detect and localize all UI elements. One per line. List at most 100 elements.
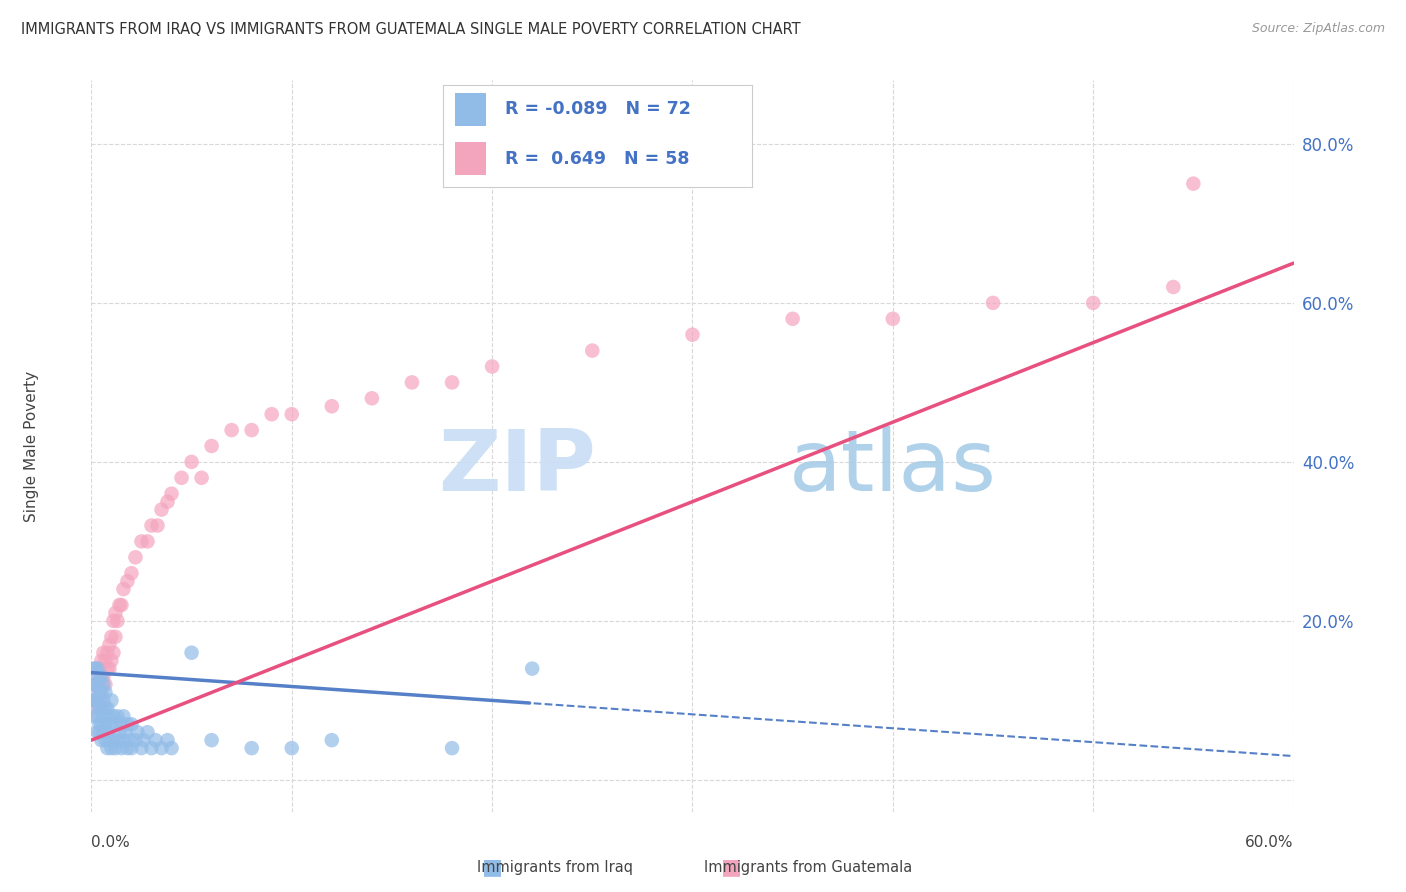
- Point: [141, 741, 163, 756]
- Point: [150, 741, 173, 756]
- Point: [581, 343, 603, 358]
- Point: [146, 518, 169, 533]
- Point: [89, 669, 111, 683]
- Point: [100, 717, 122, 731]
- Point: [321, 399, 343, 413]
- Text: 60.0%: 60.0%: [1246, 836, 1294, 850]
- Point: [103, 646, 125, 660]
- Point: [90, 654, 112, 668]
- Point: [93, 669, 115, 683]
- Point: [117, 717, 139, 731]
- Point: [107, 733, 129, 747]
- Point: [440, 741, 463, 756]
- Bar: [456, 142, 486, 175]
- Point: [96, 701, 118, 715]
- Point: [96, 741, 118, 756]
- Point: [201, 733, 224, 747]
- Point: [84, 693, 107, 707]
- Point: [108, 598, 131, 612]
- Point: [132, 733, 155, 747]
- Point: [82, 693, 104, 707]
- Point: [100, 741, 122, 756]
- Point: [180, 646, 202, 660]
- Point: [84, 701, 107, 715]
- Point: [141, 518, 163, 533]
- Point: [82, 662, 104, 676]
- Point: [221, 423, 243, 437]
- Point: [681, 327, 703, 342]
- Point: [93, 709, 115, 723]
- Point: [84, 709, 107, 723]
- Point: [89, 701, 111, 715]
- Point: [108, 725, 131, 739]
- Point: [100, 654, 122, 668]
- Point: [89, 685, 111, 699]
- Point: [127, 725, 149, 739]
- Point: [522, 662, 544, 676]
- Point: [110, 717, 132, 731]
- Point: [882, 311, 904, 326]
- Point: [89, 717, 111, 731]
- Point: [89, 685, 111, 699]
- Text: ■: ■: [482, 857, 502, 877]
- Point: [90, 701, 112, 715]
- Point: [440, 376, 463, 390]
- Point: [160, 741, 183, 756]
- Text: ZIP: ZIP: [439, 426, 596, 509]
- Point: [156, 494, 179, 508]
- Point: [86, 725, 108, 739]
- Point: [104, 606, 127, 620]
- Point: [98, 662, 121, 676]
- Text: Immigrants from Iraq: Immigrants from Iraq: [478, 860, 633, 874]
- Point: [1083, 296, 1105, 310]
- Point: [124, 550, 146, 565]
- Point: [94, 677, 117, 691]
- Point: [84, 677, 107, 691]
- Text: R =  0.649   N = 58: R = 0.649 N = 58: [505, 150, 689, 168]
- Point: [96, 725, 118, 739]
- Point: [121, 566, 143, 581]
- Point: [124, 733, 146, 747]
- Point: [98, 733, 121, 747]
- Point: [321, 733, 343, 747]
- Point: [156, 733, 179, 747]
- Point: [114, 725, 136, 739]
- Point: [90, 717, 112, 731]
- Point: [401, 376, 423, 390]
- Point: [84, 677, 107, 691]
- Point: [136, 725, 159, 739]
- Point: [82, 677, 104, 691]
- Point: [98, 638, 121, 652]
- Point: [190, 471, 212, 485]
- Point: [110, 741, 132, 756]
- Point: [107, 709, 129, 723]
- Point: [86, 709, 108, 723]
- Point: [104, 630, 127, 644]
- Point: [150, 502, 173, 516]
- Point: [93, 693, 115, 707]
- Point: [86, 669, 108, 683]
- Point: [100, 693, 122, 707]
- Point: [98, 709, 121, 723]
- Point: [107, 614, 129, 628]
- Point: [782, 311, 804, 326]
- Point: [131, 534, 153, 549]
- Point: [240, 741, 263, 756]
- Point: [89, 662, 111, 676]
- Point: [96, 662, 118, 676]
- Point: [86, 693, 108, 707]
- Point: [94, 701, 117, 715]
- Point: [90, 677, 112, 691]
- Point: [160, 486, 183, 500]
- Point: [86, 662, 108, 676]
- Point: [82, 693, 104, 707]
- Point: [104, 741, 127, 756]
- Point: [170, 471, 193, 485]
- Point: [240, 423, 263, 437]
- Point: [112, 733, 135, 747]
- Point: [1163, 280, 1185, 294]
- Point: [145, 733, 167, 747]
- Point: [117, 574, 139, 589]
- Text: IMMIGRANTS FROM IRAQ VS IMMIGRANTS FROM GUATEMALA SINGLE MALE POVERTY CORRELATIO: IMMIGRANTS FROM IRAQ VS IMMIGRANTS FROM …: [21, 22, 800, 37]
- Text: R = -0.089   N = 72: R = -0.089 N = 72: [505, 101, 690, 119]
